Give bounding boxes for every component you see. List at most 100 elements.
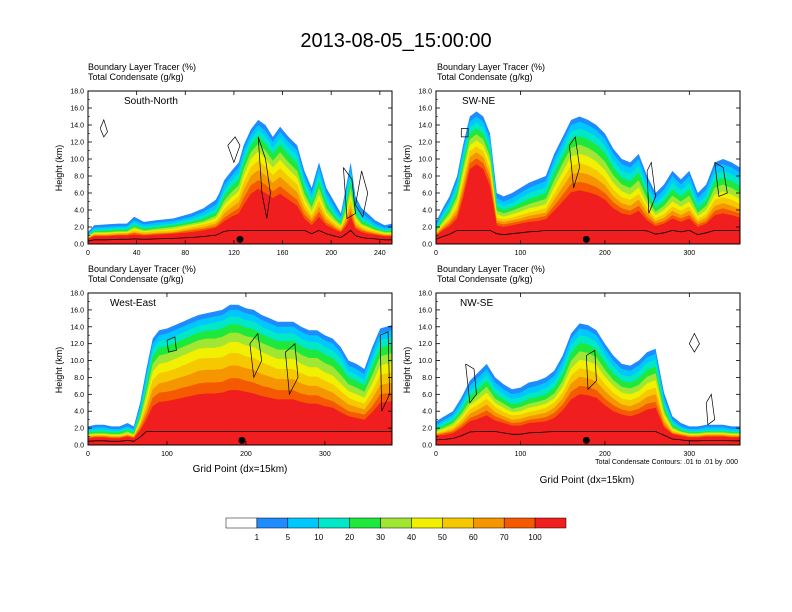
y-tick-label: 16.0: [70, 307, 84, 314]
y-tick-label: 0.0: [74, 443, 84, 450]
y-tick-label: 2.0: [74, 426, 84, 433]
colorbar-swatch: [411, 517, 443, 529]
colorbar-label: 100: [528, 533, 542, 542]
x-tick-label: 300: [683, 250, 695, 257]
x-tick-label: 120: [228, 250, 240, 257]
condensate-contour: [460, 128, 469, 138]
filled-contours: [88, 304, 392, 445]
y-tick-label: 10.0: [70, 157, 84, 164]
colorbar-label: 5: [286, 533, 291, 542]
x-tick-label: 0: [434, 250, 438, 257]
y-tick-label: 14.0: [70, 123, 84, 130]
x-tick-label: 100: [515, 451, 527, 458]
colorbar-label: 1: [255, 533, 260, 542]
colorbar-swatch: [380, 517, 412, 529]
y-tick-label: 6.0: [74, 392, 84, 399]
y-tick-label: 10.0: [418, 157, 432, 164]
y-tick-label: 8.0: [422, 174, 432, 181]
x-tick-label: 160: [277, 250, 289, 257]
plot-area: 0.0 2.0 4.0 6.0 8.0 10.0 12.0 14.0 16.0 18.0 0 100 2…: [418, 291, 741, 458]
colorbar-swatch: [225, 517, 258, 529]
y-tick-label: 18.0: [418, 291, 432, 298]
y-tick-label: 4.0: [422, 409, 432, 416]
y-tick-label: 12.0: [70, 140, 84, 147]
panel-subtitle-tracer: Boundary Layer Tracer (%): [88, 264, 196, 274]
panel-subtitle-tracer: Boundary Layer Tracer (%): [437, 62, 545, 72]
location-marker: [582, 436, 590, 444]
colorbar-label: 70: [500, 533, 509, 542]
y-axis-label: Height (km): [54, 347, 64, 394]
y-tick-label: 0.0: [422, 443, 432, 450]
condensate-contour: [688, 332, 700, 353]
y-tick-label: 8.0: [74, 174, 84, 181]
colorbar-swatch: [318, 517, 350, 529]
y-tick-label: 10.0: [418, 358, 432, 365]
condensate-contour: [285, 342, 299, 396]
y-tick-label: 14.0: [418, 123, 432, 130]
x-tick-label: 200: [599, 451, 611, 458]
panel-subtitle-condensate: Total Condensate (g/kg): [437, 274, 533, 284]
panel-nw-se: Boundary Layer Tracer (%) Total Condensa…: [402, 264, 741, 486]
condensate-contour: [585, 349, 597, 391]
x-axis-label: Grid Point (dx=15km): [540, 475, 635, 486]
x-tick-label: 100: [515, 250, 527, 257]
y-tick-label: 4.0: [422, 208, 432, 215]
location-marker: [238, 436, 246, 444]
panel-subtitle-condensate: Total Condensate (g/kg): [437, 72, 533, 82]
panel-subtitle-condensate: Total Condensate (g/kg): [88, 274, 184, 284]
x-tick-label: 100: [161, 451, 173, 458]
condensate-contour: [355, 170, 369, 218]
filled-contours: [88, 118, 392, 244]
colorbar-label: 10: [314, 533, 323, 542]
condensate-contour: [646, 161, 656, 214]
x-tick-label: 300: [683, 451, 695, 458]
x-tick-label: 200: [599, 250, 611, 257]
panel-subtitle-tracer: Boundary Layer Tracer (%): [88, 62, 196, 72]
tracer-level-100: [88, 188, 392, 244]
plot-area: 0.0 2.0 4.0 6.0 8.0 10.0 12.0 14.0 16.0 18.0 0 100 2…: [418, 89, 741, 257]
y-tick-label: 10.0: [70, 358, 84, 365]
y-tick-label: 14.0: [418, 324, 432, 331]
footnote: Total Condensate Contours: .01 to .01 by…: [595, 459, 738, 466]
y-tick-label: 4.0: [74, 409, 84, 416]
plot-area: 0.0 2.0 4.0 6.0 8.0 10.0 12.0 14.0 16.0 18.0 0 100 2…: [70, 291, 393, 458]
x-tick-label: 200: [325, 250, 337, 257]
colorbar-swatch: [287, 517, 319, 529]
y-tick-label: 6.0: [422, 191, 432, 198]
filled-contours: [436, 111, 740, 244]
y-tick-label: 2.0: [422, 225, 432, 232]
x-tick-label: 200: [240, 451, 252, 458]
y-tick-label: 16.0: [418, 106, 432, 113]
y-tick-label: 14.0: [70, 324, 84, 331]
x-tick-label: 0: [86, 451, 90, 458]
y-tick-label: 12.0: [418, 341, 432, 348]
colorbar-label: 30: [376, 533, 385, 542]
location-marker: [582, 235, 590, 243]
colorbar-label: 40: [407, 533, 416, 542]
y-tick-label: 6.0: [422, 392, 432, 399]
x-tick-label: 80: [181, 250, 189, 257]
y-axis-label: Height (km): [402, 145, 412, 192]
y-tick-label: 16.0: [70, 106, 84, 113]
condensate-contour: [705, 393, 716, 426]
y-tick-label: 12.0: [70, 341, 84, 348]
panel-label: SW-NE: [462, 96, 495, 107]
filled-contours: [436, 323, 740, 445]
colorbar-swatch: [349, 517, 381, 529]
x-tick-label: 240: [374, 250, 386, 257]
colorbar-label: 20: [345, 533, 354, 542]
panel-south-north: Boundary Layer Tracer (%) Total Condensa…: [54, 62, 393, 257]
condensate-contour: [343, 167, 356, 220]
plot-area: 0.0 2.0 4.0 6.0 8.0 10.0 12.0 14.0 16.0 18.0 0 40 80…: [70, 89, 393, 257]
condensate-contour: [569, 135, 580, 188]
x-tick-label: 0: [86, 250, 90, 257]
panel-sw-ne: Boundary Layer Tracer (%) Total Condensa…: [402, 62, 741, 257]
colorbar: 1 5 10 20 30 40 50 60 70 100: [225, 517, 567, 542]
y-tick-label: 18.0: [70, 291, 84, 298]
y-axis-label: Height (km): [54, 145, 64, 192]
y-tick-label: 0.0: [422, 242, 432, 249]
location-marker: [236, 235, 244, 243]
y-tick-label: 12.0: [418, 140, 432, 147]
y-tick-label: 18.0: [70, 89, 84, 96]
